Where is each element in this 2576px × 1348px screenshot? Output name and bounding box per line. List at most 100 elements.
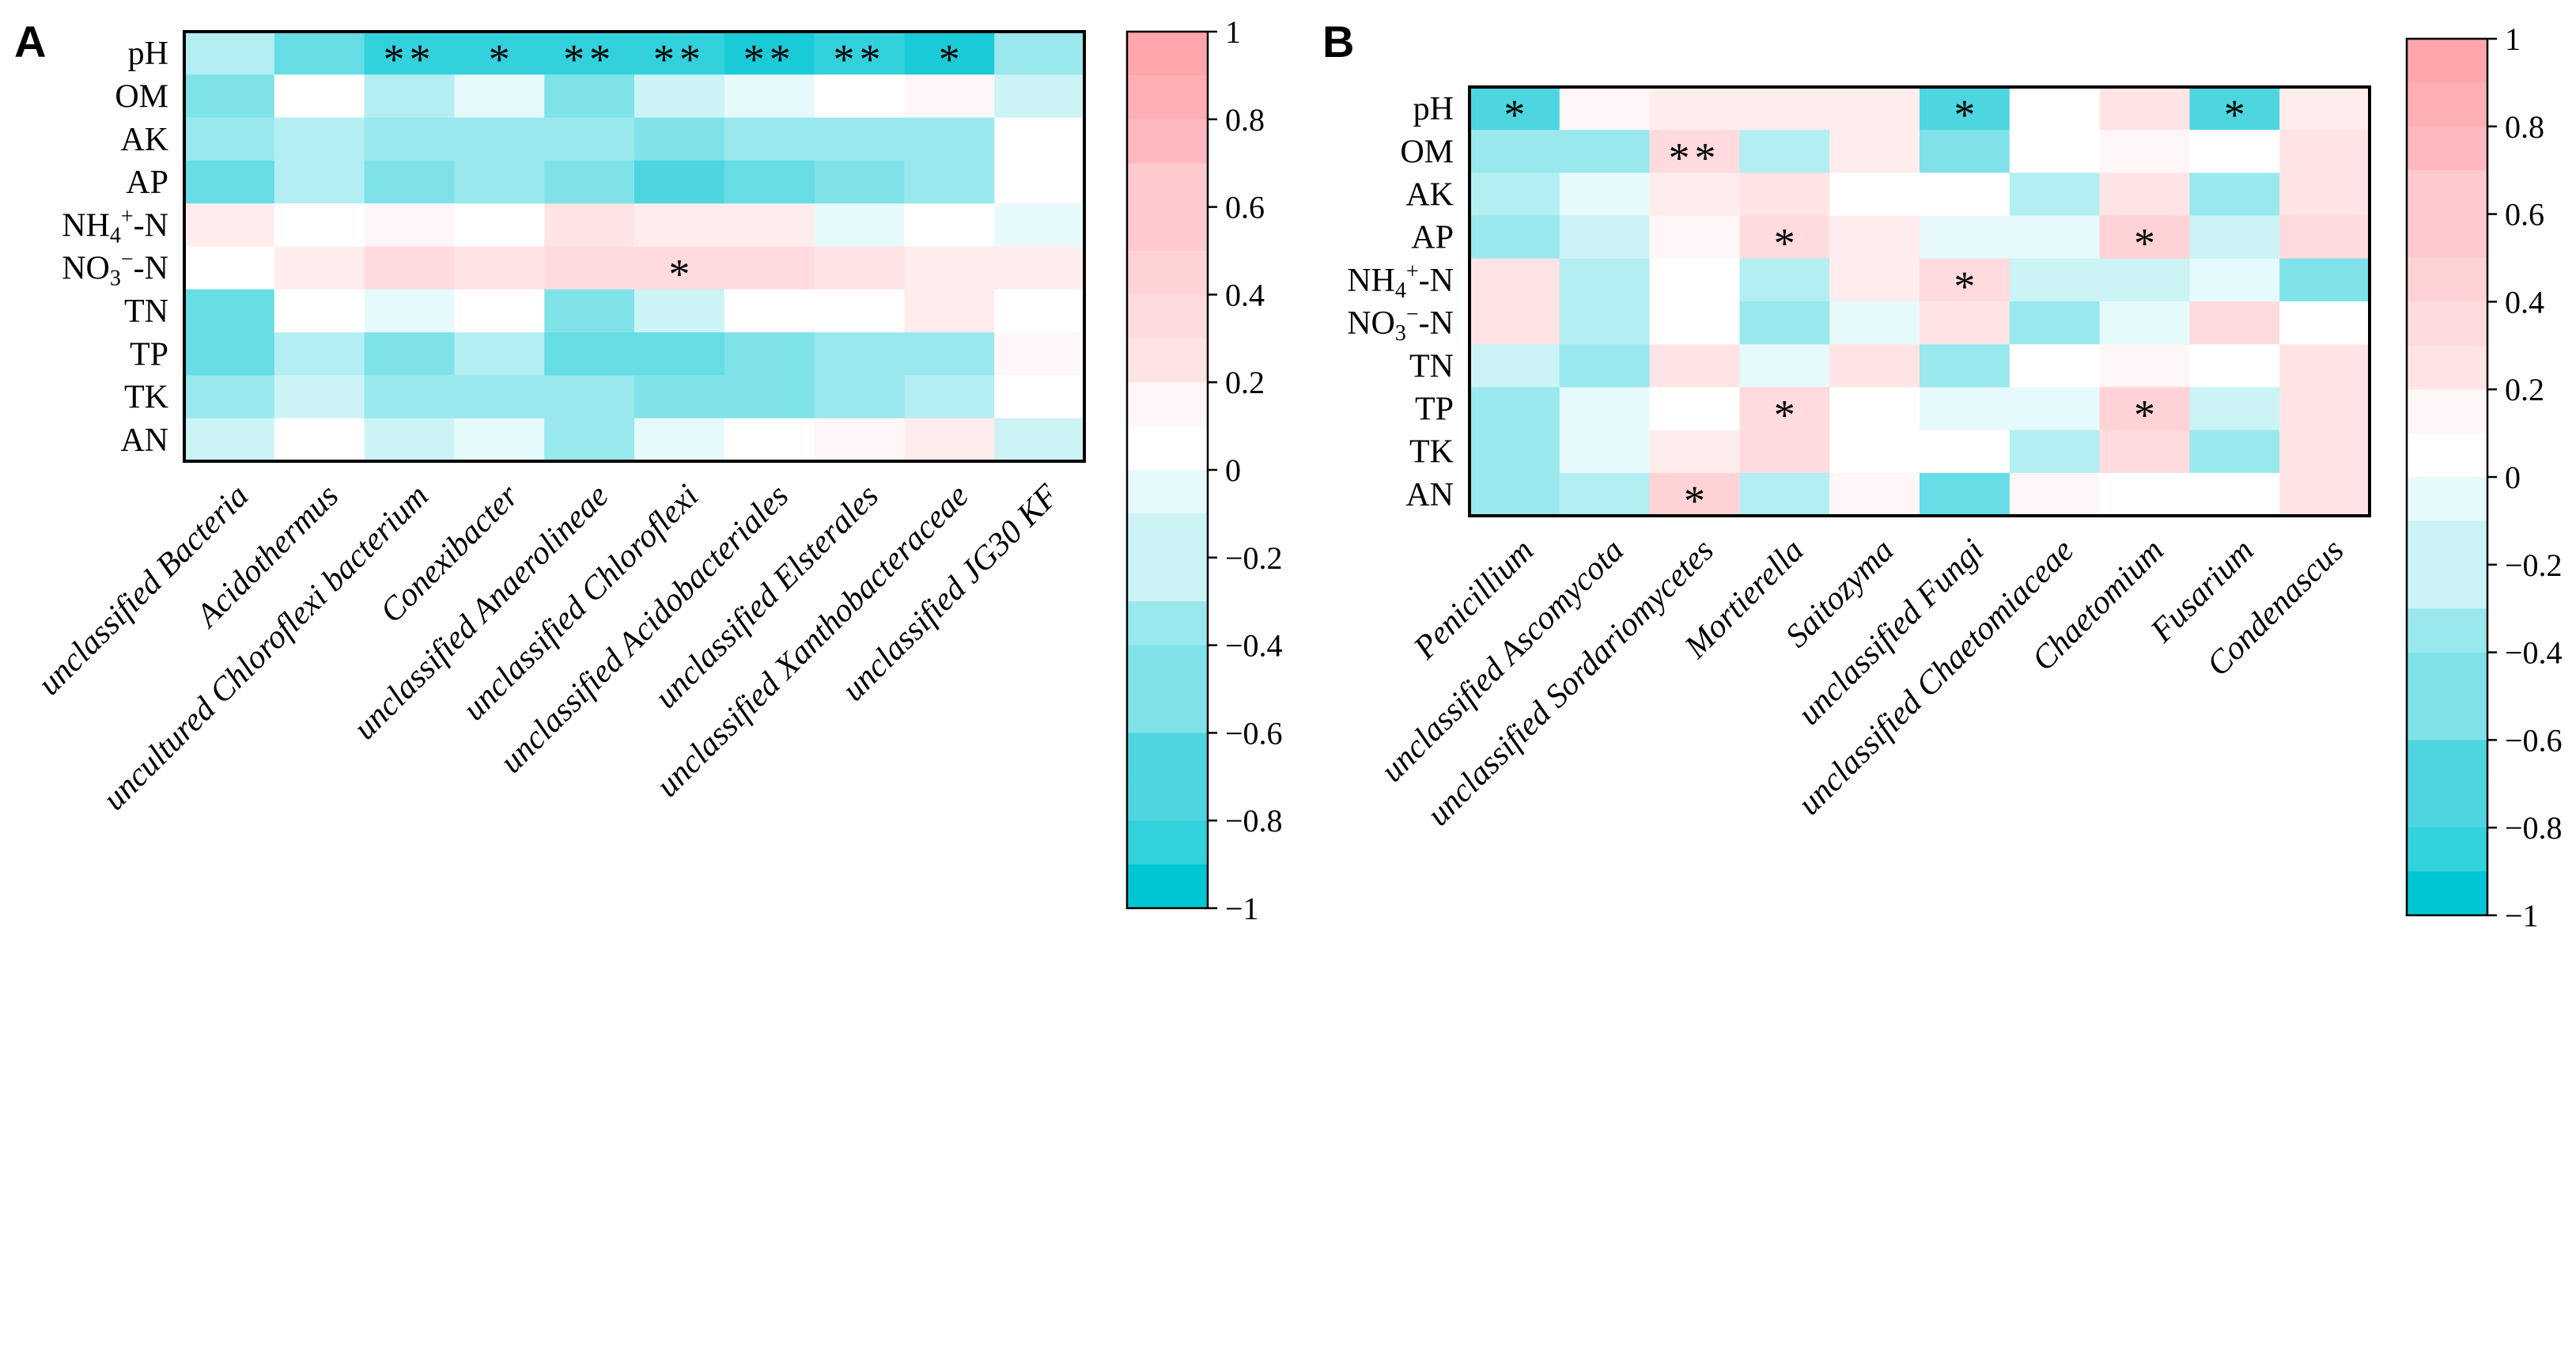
heatmap-cell xyxy=(904,74,995,119)
heatmap-cell xyxy=(1649,215,1740,259)
heatmap-cell xyxy=(904,289,995,333)
colorbar-step xyxy=(1127,163,1208,208)
row-label-nh4-n: NH4+-N xyxy=(1347,259,1454,303)
heatmap-cell xyxy=(1559,172,1651,217)
row-label-part: − xyxy=(1406,302,1419,327)
colorbar-step xyxy=(1127,119,1208,164)
heatmap-cell xyxy=(2099,344,2190,388)
heatmap-cell xyxy=(2189,215,2280,259)
heatmap-cell xyxy=(274,289,365,333)
colorbar-step xyxy=(2407,214,2487,259)
row-label-part: TP xyxy=(1415,392,1454,428)
heatmap-cell xyxy=(1559,87,1651,131)
significance-star: ** xyxy=(1669,134,1721,181)
colorbar-step xyxy=(2407,258,2487,302)
significance-star: * xyxy=(1504,91,1525,138)
heatmap-cell xyxy=(1739,215,1830,259)
heatmap-cell xyxy=(1920,344,2010,388)
heatmap-cell xyxy=(454,74,545,119)
heatmap-cell xyxy=(814,117,905,161)
heatmap-cell xyxy=(2009,172,2101,217)
heatmap-cell xyxy=(1739,130,1830,173)
heatmap-cell xyxy=(274,160,365,204)
colorbar-step xyxy=(2407,608,2487,653)
heatmap-cell xyxy=(184,375,275,419)
heatmap-cell xyxy=(634,203,725,248)
colorbar-step xyxy=(1127,733,1208,778)
heatmap-cell xyxy=(184,203,275,248)
row-label-part: NH xyxy=(62,207,110,244)
heatmap-cell xyxy=(1559,301,1651,345)
heatmap-cell xyxy=(544,418,635,462)
row-label-part: TK xyxy=(1409,434,1454,471)
heatmap-cell xyxy=(544,246,635,290)
row-label-tk: TK xyxy=(1409,434,1454,471)
colorbar-tick-label: −0.4 xyxy=(2505,635,2563,671)
heatmap-cell xyxy=(994,418,1085,462)
heatmap-cell xyxy=(2279,87,2370,131)
heatmap-cell xyxy=(2279,430,2370,474)
row-label-part: -N xyxy=(134,251,168,287)
row-label-part: + xyxy=(121,204,134,229)
heatmap-cell xyxy=(1649,130,1740,173)
heatmap-cell xyxy=(184,289,275,333)
heatmap-cell xyxy=(2279,130,2370,173)
colorbar: 1 0.8 0.6 0.4 0.2 0 −0.2 −0.4 −0.6 −0.8 −1 xyxy=(1125,14,1283,926)
heatmap-cell xyxy=(1739,301,1830,345)
heatmap-cell xyxy=(994,74,1085,119)
heatmap-cell xyxy=(2189,301,2280,345)
heatmap-cell xyxy=(2189,430,2280,474)
heatmap-cell xyxy=(1739,258,1830,302)
row-label-part: TP xyxy=(130,336,168,373)
row-label-part: − xyxy=(121,248,134,272)
heatmap-cell xyxy=(544,160,635,204)
heatmap-cell xyxy=(904,375,995,419)
heatmap-cell xyxy=(544,32,635,75)
heatmap-cell xyxy=(724,117,815,161)
row-label-part: TK xyxy=(124,380,168,416)
heatmap-cell xyxy=(2279,258,2370,302)
heatmap-cell xyxy=(1829,215,1920,259)
heatmap-cell xyxy=(454,32,545,75)
row-label-part: + xyxy=(1406,259,1419,284)
heatmap-cell xyxy=(1829,472,1920,517)
significance-star: ** xyxy=(834,36,886,83)
heatmap-cell xyxy=(904,160,995,204)
heatmap-cell xyxy=(724,418,815,462)
row-label-ap: AP xyxy=(126,165,168,201)
heatmap-cell xyxy=(904,332,995,376)
heatmap-cell xyxy=(1920,87,2010,131)
colorbar-step xyxy=(2407,652,2487,697)
heatmap-cell xyxy=(1829,430,1920,474)
colorbar-step xyxy=(1127,338,1208,383)
row-label-part: NH xyxy=(1347,263,1395,299)
colorbar-tick-label: −0.4 xyxy=(1225,628,1283,664)
heatmap-cell xyxy=(2099,472,2190,517)
heatmap-cell xyxy=(1829,258,1920,302)
heatmap-cell xyxy=(814,375,905,419)
heatmap-cell xyxy=(1920,130,2010,173)
heatmap-cell xyxy=(454,289,545,333)
heatmap-cell xyxy=(2009,87,2101,131)
heatmap-cell xyxy=(1470,344,1560,388)
plot-frame xyxy=(1468,85,2371,517)
heatmap-cell xyxy=(994,32,1085,75)
colorbar-tick-label: 0 xyxy=(1225,452,1241,488)
heatmap-cell xyxy=(814,332,905,376)
heatmap-cell xyxy=(544,332,635,376)
significance-star: * xyxy=(939,36,960,83)
significance-star: * xyxy=(2134,220,2155,267)
heatmap-cell xyxy=(1649,430,1740,474)
heatmap-cell xyxy=(1470,301,1560,345)
heatmap-cell xyxy=(634,332,725,376)
heatmap-cell xyxy=(1739,472,1830,517)
heatmap-cell xyxy=(994,203,1085,248)
heatmap-cell xyxy=(1829,87,1920,131)
heatmap-cell xyxy=(1920,215,2010,259)
heatmap-cell xyxy=(994,332,1085,376)
heatmap-cell xyxy=(724,375,815,419)
colorbar-tick-label: 0.8 xyxy=(1225,102,1265,138)
colorbar-step xyxy=(2407,345,2487,390)
heatmap-cell xyxy=(994,289,1085,333)
heatmap-cell xyxy=(1649,387,1740,431)
